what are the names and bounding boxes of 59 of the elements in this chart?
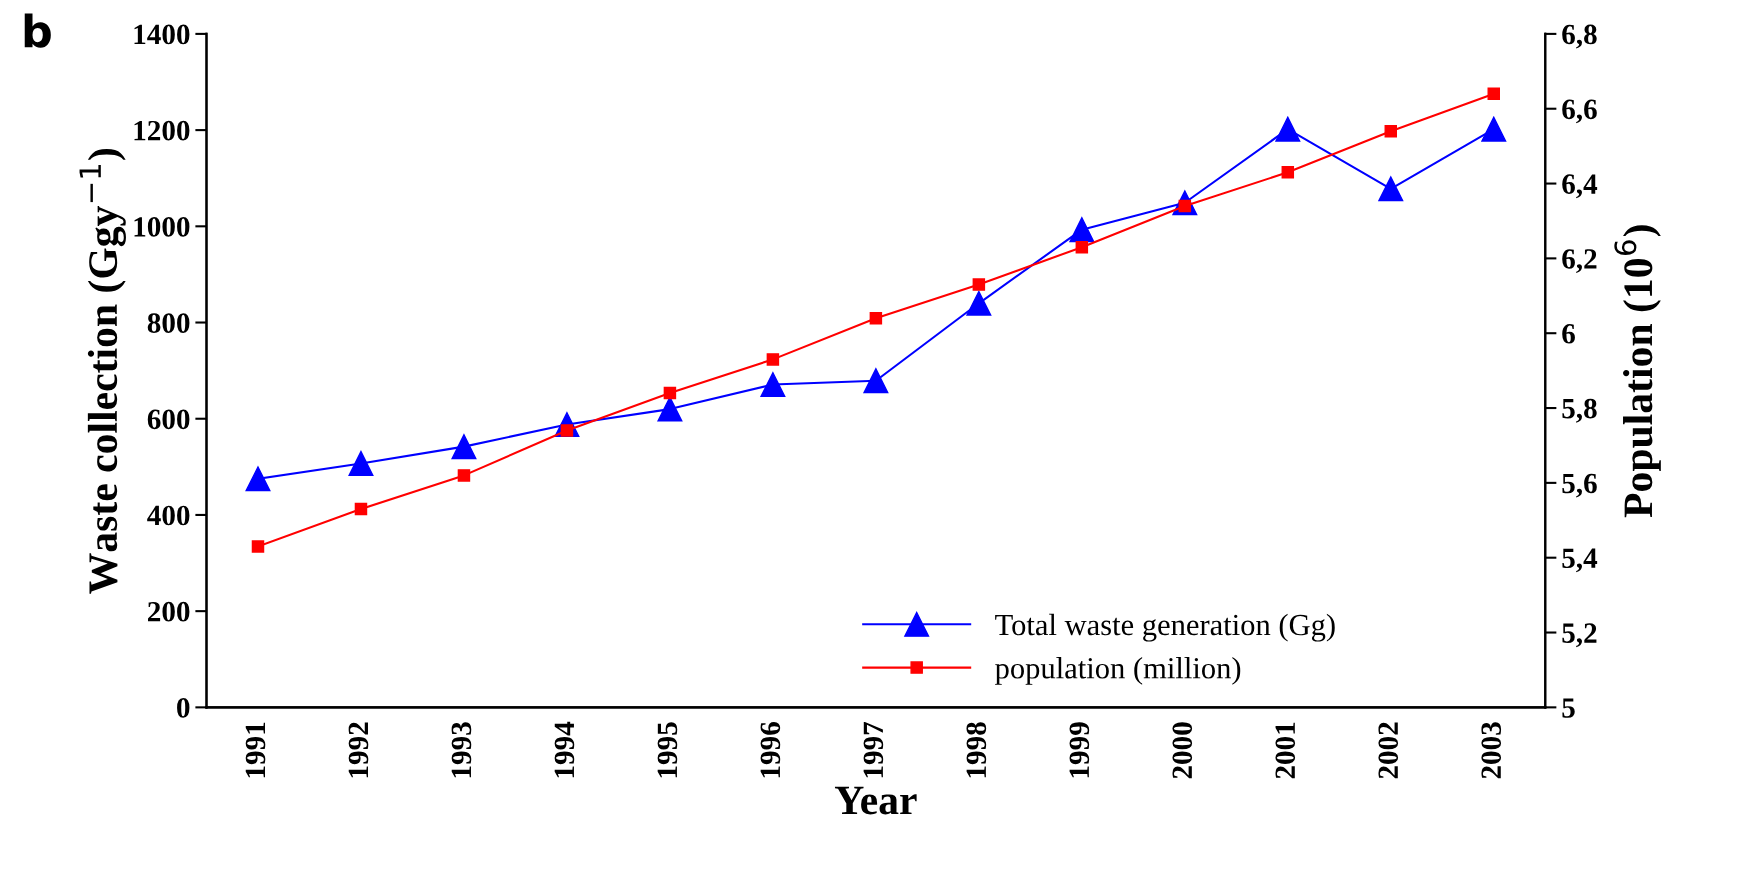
- y2-axis-title: Population (10$^{6}$): [1614, 225, 1661, 518]
- y-tick-label: 1400: [134, 24, 190, 45]
- y-tick-label: 400: [147, 505, 190, 526]
- point: [251, 540, 265, 553]
- point: [863, 368, 889, 394]
- y2-tick-label: 5,6: [1562, 473, 1597, 498]
- y2-tick-label: 6,8: [1562, 24, 1597, 49]
- point: [354, 502, 368, 516]
- point: [457, 469, 471, 482]
- point: [1378, 176, 1404, 202]
- legend-label: population (million): [995, 657, 1241, 685]
- y2-tick-label: 5,2: [1562, 623, 1597, 648]
- point: [663, 386, 677, 400]
- y2-tick-label: 5,8: [1562, 398, 1597, 423]
- x-axis-title: Year: [834, 786, 917, 815]
- y-tick-label: 1000: [134, 217, 190, 237]
- y-axis-title: Waste collection (Ggy$^{−1}$): [79, 149, 126, 594]
- point: [966, 290, 992, 316]
- x-tick-label: 2002: [1378, 722, 1399, 779]
- point: [451, 434, 477, 460]
- x-tick-label: 2000: [1172, 722, 1193, 779]
- point: [245, 466, 271, 492]
- y-tick-label: 0: [177, 698, 190, 718]
- x-tick-label: 1998: [966, 722, 987, 778]
- y2-tick-label: 6: [1562, 324, 1575, 344]
- point: [972, 278, 986, 291]
- x-tick-label: 1996: [760, 722, 781, 778]
- point: [869, 311, 883, 325]
- point: [1069, 217, 1095, 243]
- point: [1481, 116, 1507, 142]
- y-tick-label: 800: [147, 313, 190, 333]
- x-tick-label: 1991: [245, 722, 266, 778]
- x-tick-label: 1997: [863, 721, 884, 778]
- x-tick-label: 1995: [657, 722, 678, 778]
- point: [1487, 87, 1501, 101]
- y2-tick-label: 5,4: [1562, 548, 1598, 573]
- x-tick-label: 1994: [554, 721, 575, 778]
- point: [1275, 116, 1301, 142]
- y2-tick-label: 6,6: [1562, 99, 1597, 124]
- point: [1075, 240, 1089, 254]
- text: b: [24, 13, 51, 48]
- x-tick-label: 1992: [348, 722, 369, 778]
- point: [760, 372, 786, 398]
- y-tick-label: 1200: [134, 120, 190, 141]
- y-tick-label: 600: [147, 409, 190, 430]
- x-tick-label: 1999: [1069, 722, 1090, 778]
- point: [657, 396, 683, 422]
- y2-tick-label: 6,2: [1562, 249, 1597, 274]
- y-tick-label: 200: [148, 601, 190, 622]
- x-tick-label: 2001: [1275, 722, 1296, 779]
- point: [348, 450, 374, 476]
- point: [1384, 124, 1398, 138]
- legend-label: Total waste generation (Gg): [995, 613, 1335, 642]
- y2-tick-label: 6,4: [1562, 174, 1598, 199]
- x-tick-label: 2003: [1481, 722, 1502, 779]
- y2-tick-label: 5: [1562, 698, 1575, 718]
- point: [766, 353, 780, 366]
- point: [1281, 166, 1295, 179]
- x-tick-label: 1993: [451, 722, 472, 778]
